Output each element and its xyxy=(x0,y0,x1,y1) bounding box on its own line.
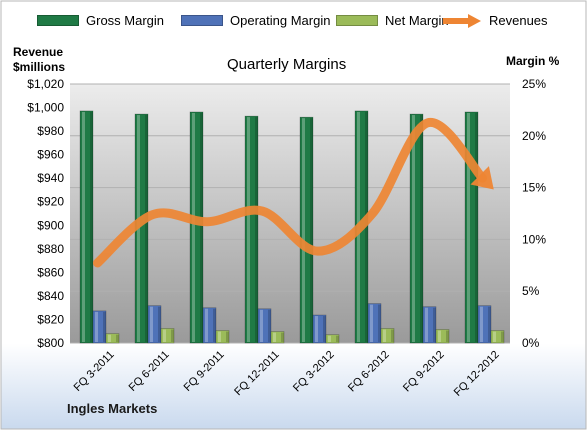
bar-gross-margin xyxy=(79,110,94,344)
left-axis-tick-label: $880 xyxy=(37,242,64,256)
left-axis-tick-label: $900 xyxy=(37,218,64,232)
bar-operating-margin xyxy=(422,306,437,344)
bar-net-margin xyxy=(490,330,505,344)
left-axis-title: Revenue $millions xyxy=(13,45,65,75)
bar-operating-margin xyxy=(257,308,272,344)
legend-label-revenues: Revenues xyxy=(489,13,548,28)
left-axis-tick-label: $940 xyxy=(37,171,64,185)
right-axis-title: Margin % xyxy=(506,54,560,68)
revenue-line-path xyxy=(93,118,487,268)
legend-swatch-gross-margin xyxy=(37,15,79,26)
legend-item-gross-margin: Gross Margin xyxy=(37,13,164,28)
left-axis-tick-label: $860 xyxy=(37,265,64,279)
legend-item-operating-margin: Operating Margin xyxy=(181,13,330,28)
bar-net-margin xyxy=(380,328,395,344)
bar-operating-margin xyxy=(202,307,217,344)
revenue-line-arrowhead xyxy=(470,166,494,190)
bar-net-margin xyxy=(270,331,285,344)
left-axis-tick-label: $840 xyxy=(37,289,64,303)
legend-swatch-operating-margin xyxy=(181,15,223,26)
revenue-line xyxy=(93,118,494,268)
bar-gross-margin xyxy=(464,111,479,344)
legend-label-operating-margin: Operating Margin xyxy=(230,13,331,28)
bar-net-margin xyxy=(325,334,340,344)
legend-label-net-margin: Net Margin xyxy=(385,13,449,28)
bar-operating-margin xyxy=(312,314,327,344)
legend-swatch-revenues xyxy=(443,13,481,28)
bar-gross-margin xyxy=(299,116,314,344)
bar-net-margin xyxy=(215,330,230,344)
left-axis-tick-label: $920 xyxy=(37,195,64,209)
bar-operating-margin xyxy=(367,303,382,344)
bar-net-margin xyxy=(160,328,175,344)
left-axis-title-line-1: Revenue xyxy=(13,45,64,59)
legend: Gross Margin Operating Margin Net Margin… xyxy=(0,13,587,39)
right-axis-tick-label: 15% xyxy=(522,181,546,195)
left-axis-tick-label: $960 xyxy=(37,148,64,162)
right-axis-tick-label: 25% xyxy=(522,77,546,91)
bar-gross-margin xyxy=(244,115,259,344)
bars xyxy=(79,110,505,344)
right-axis-tick-label: 10% xyxy=(522,232,546,246)
bar-net-margin xyxy=(105,333,120,344)
legend-item-net-margin: Net Margin xyxy=(336,13,449,28)
bar-net-margin xyxy=(435,329,450,344)
left-axis-title-line-2: $millions xyxy=(13,60,66,74)
bar-operating-margin xyxy=(92,310,107,344)
legend-item-revenues: Revenues xyxy=(442,13,548,28)
left-axis-tick-label: $1,020 xyxy=(27,77,64,91)
bar-operating-margin xyxy=(147,305,162,344)
legend-swatch-net-margin xyxy=(336,15,378,26)
right-axis-tick-label: 5% xyxy=(522,284,540,298)
bar-gross-margin xyxy=(409,113,424,344)
right-axis-tick-label: 0% xyxy=(522,336,540,350)
left-axis-tick-label: $800 xyxy=(37,336,64,350)
legend-label-gross-margin: Gross Margin xyxy=(86,13,165,28)
company-name: Ingles Markets xyxy=(67,401,158,416)
left-axis-tick-label: $820 xyxy=(37,312,64,326)
bar-operating-margin xyxy=(477,305,492,344)
right-axis-tick-label: 20% xyxy=(522,129,546,143)
bar-gross-margin xyxy=(189,111,204,344)
chart-title: Quarterly Margins xyxy=(227,56,347,73)
left-axis-tick-label: $980 xyxy=(37,124,64,138)
left-axis-tick-label: $1,000 xyxy=(27,101,64,115)
